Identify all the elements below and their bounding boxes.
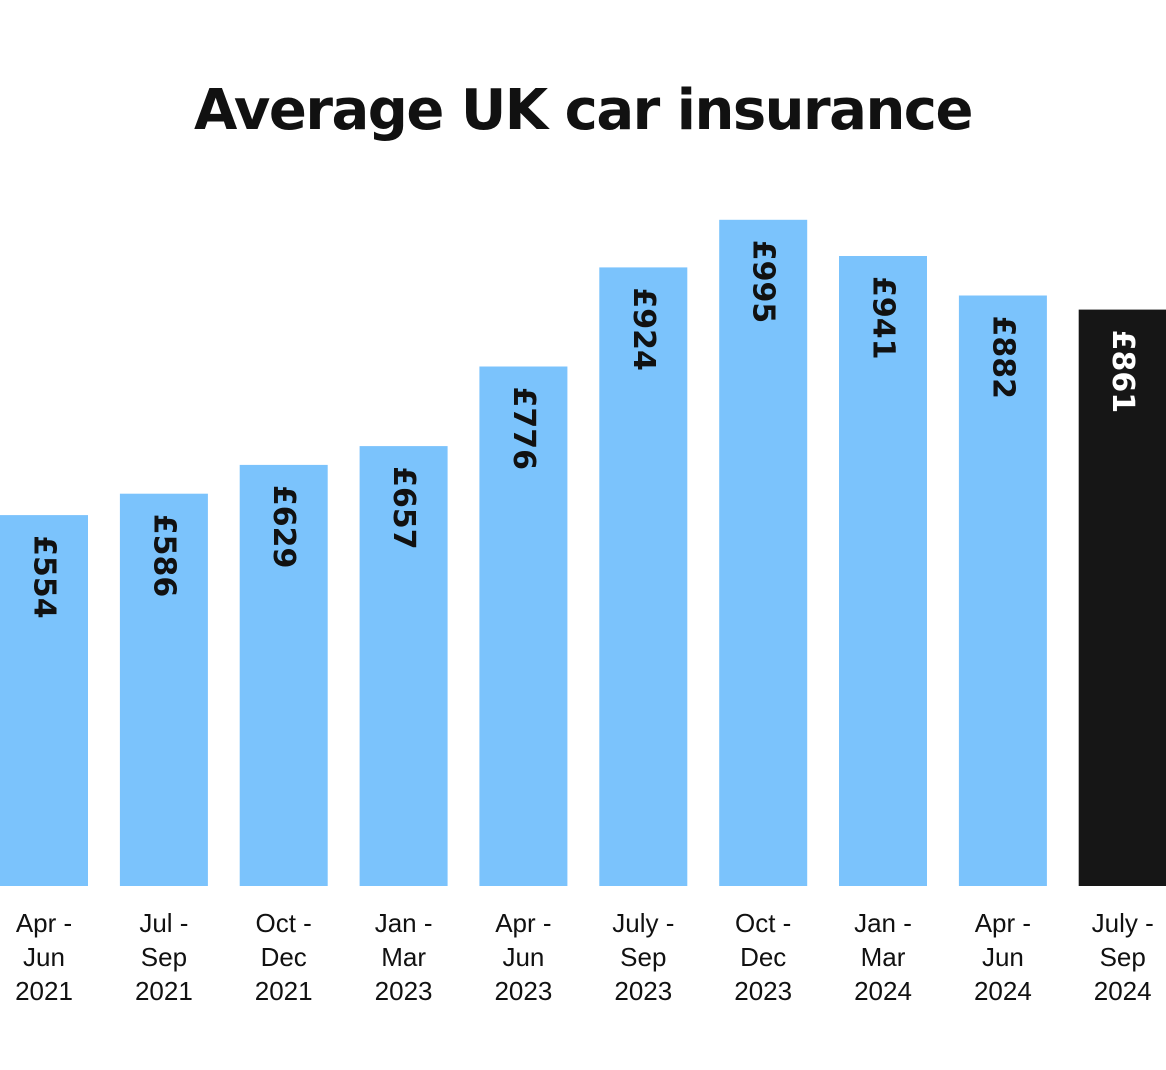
bar: [119, 493, 208, 886]
bar: [1078, 309, 1166, 887]
bar: [958, 295, 1047, 886]
category-label: Jul -Sep 2021: [135, 908, 193, 1006]
bar-value-label: £554: [27, 535, 62, 619]
category-label: Apr -Jun 2021: [15, 908, 73, 1006]
category-label: Apr -Jun 2023: [494, 908, 552, 1006]
bar-value-label: £882: [985, 316, 1020, 400]
category-label: Oct -Dec 2023: [734, 908, 792, 1006]
category-label: July -Sep 2024: [1092, 908, 1154, 1006]
bar-value-label: £924: [626, 287, 661, 371]
category-label: Jan -Mar 2023: [375, 908, 433, 1006]
bar: [839, 256, 927, 886]
bar: [0, 515, 88, 886]
bar-value-label: £995: [746, 240, 781, 323]
value-labels-group: £554 £586 £629 £657 £776 £924 £995 £941 £882 £861: [27, 240, 1141, 619]
bar: [359, 446, 448, 886]
bar-value-label: £776: [506, 387, 541, 471]
bar-value-label: £586: [146, 514, 181, 598]
chart-title: Average UK car insurance: [194, 78, 973, 143]
category-label: Oct -Dec 2021: [255, 908, 313, 1006]
category-labels-group: Apr -Jun 2021 Jul -Sep 2021 Oct -Dec 2021 Jan …: [15, 908, 1154, 1006]
bar: [719, 219, 808, 887]
bar: [479, 366, 568, 886]
category-label: Jan -Mar 2024: [854, 908, 912, 1006]
bar-value-label: £657: [386, 466, 421, 549]
bar-value-label: £861: [1105, 330, 1140, 414]
category-label: Apr -Jun 2024: [974, 908, 1032, 1006]
bar-value-label: £629: [266, 485, 301, 569]
category-label: July -Sep 2023: [612, 908, 674, 1006]
bar: [599, 267, 688, 886]
bar-value-label: £941: [866, 276, 901, 360]
bars-group: [0, 219, 1166, 887]
bar: [239, 464, 328, 886]
